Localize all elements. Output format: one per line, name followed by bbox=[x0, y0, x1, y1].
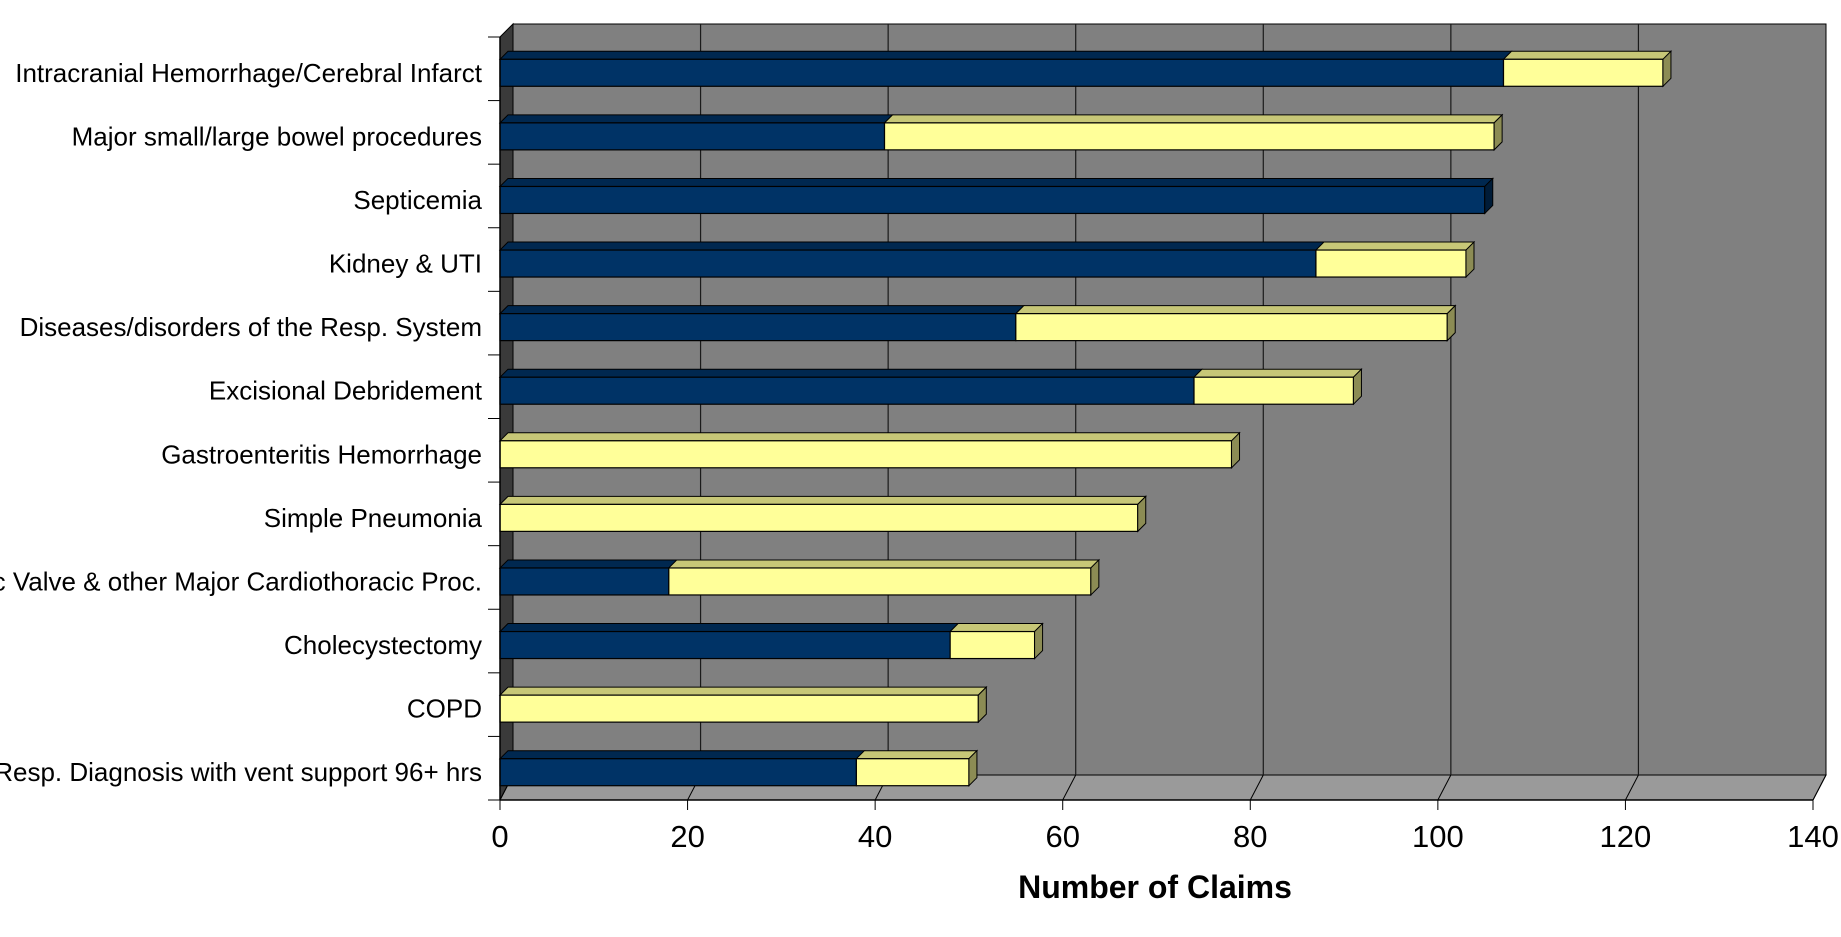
labels: Intracranial Hemorrhage/Cerebral Infarct… bbox=[0, 58, 1839, 854]
bar-top-1-10 bbox=[498, 686, 988, 696]
floor-gridline-80 bbox=[1249, 774, 1264, 801]
bar-end-4 bbox=[1446, 304, 1456, 342]
bar-end-5 bbox=[1352, 368, 1362, 406]
category-label: Diseases/disorders of the Resp. System bbox=[20, 312, 482, 342]
x-axis-title: Number of Claims bbox=[1018, 869, 1292, 905]
bar-top-1-0 bbox=[1502, 50, 1673, 60]
category-label: Cardiac Valve & other Major Cardiothorac… bbox=[0, 566, 482, 596]
bar-top-1-8 bbox=[667, 559, 1101, 569]
bar-series1-1 bbox=[499, 122, 886, 151]
bar-top-0-5 bbox=[498, 368, 1204, 378]
x-tick-label: 100 bbox=[1412, 819, 1464, 854]
axes bbox=[488, 36, 1814, 810]
bar-top-1-6 bbox=[498, 432, 1241, 442]
bar-end-11 bbox=[968, 749, 978, 787]
bar-top-1-7 bbox=[498, 495, 1147, 505]
category-label: Septicemia bbox=[353, 185, 482, 215]
bars bbox=[498, 50, 1673, 787]
floor-gridline-60 bbox=[1062, 774, 1077, 801]
bar-series1-4 bbox=[499, 313, 1017, 342]
category-label: Major small/large bowel procedures bbox=[72, 121, 482, 151]
bar-series1-11 bbox=[499, 758, 857, 787]
floor-gridline-140 bbox=[1812, 774, 1827, 801]
bar-series2-1 bbox=[883, 122, 1495, 151]
bar-series2-3 bbox=[1315, 249, 1467, 278]
x-tick-label: 20 bbox=[670, 819, 704, 854]
bar-series1-8 bbox=[499, 567, 670, 596]
x-tick-label: 40 bbox=[858, 819, 892, 854]
bar-end-0 bbox=[1662, 50, 1672, 88]
category-label: COPD bbox=[407, 694, 482, 724]
bar-end-10 bbox=[977, 685, 987, 724]
category-label: Resp. Diagnosis with vent support 96+ hr… bbox=[0, 757, 482, 787]
bar-series1-5 bbox=[499, 376, 1195, 405]
bar-top-1-3 bbox=[1314, 241, 1476, 251]
floor-gridline-100 bbox=[1437, 774, 1452, 801]
bar-series2-4 bbox=[1015, 313, 1448, 342]
category-label: Excisional Debridement bbox=[209, 376, 483, 406]
x-tick-label: 80 bbox=[1233, 819, 1267, 854]
category-label: Cholecystectomy bbox=[284, 630, 482, 660]
bar-end-2 bbox=[1484, 177, 1494, 215]
bar-end-6 bbox=[1231, 431, 1241, 469]
bar-series1-3 bbox=[499, 249, 1317, 278]
bar-top-0-11 bbox=[498, 750, 866, 760]
bar-top-1-9 bbox=[948, 623, 1044, 633]
x-tick-label: 60 bbox=[1045, 819, 1079, 854]
bar-series1-0 bbox=[499, 58, 1505, 87]
category-label: Gastroenteritis Hemorrhage bbox=[161, 439, 482, 469]
bar-end-9 bbox=[1034, 622, 1044, 660]
bar-end-8 bbox=[1090, 558, 1100, 597]
bar-top-0-1 bbox=[498, 114, 894, 124]
bar-top-0-4 bbox=[498, 305, 1026, 315]
bar-top-0-9 bbox=[498, 623, 960, 633]
bar-series2-8 bbox=[668, 567, 1092, 596]
bar-series2-7 bbox=[499, 503, 1139, 532]
bar-series2-6 bbox=[499, 440, 1233, 469]
floor-gridline-120 bbox=[1624, 774, 1639, 801]
bar-series2-10 bbox=[499, 694, 979, 723]
bar-top-0-0 bbox=[498, 50, 1513, 60]
bar-end-3 bbox=[1465, 240, 1475, 279]
category-label: Simple Pneumonia bbox=[264, 503, 483, 533]
bar-series2-9 bbox=[949, 630, 1036, 660]
bar-series2-0 bbox=[1502, 58, 1664, 87]
x-tick-label: 120 bbox=[1600, 819, 1652, 854]
bar-top-0-3 bbox=[498, 241, 1326, 251]
bar-top-1-1 bbox=[883, 114, 1504, 124]
x-tick-label: 0 bbox=[491, 819, 508, 854]
bar-series2-11 bbox=[855, 758, 970, 787]
bar-top-0-8 bbox=[498, 559, 679, 569]
bar-series1-9 bbox=[499, 630, 951, 660]
x-tick-label: 140 bbox=[1787, 819, 1839, 854]
bar-series2-5 bbox=[1193, 376, 1355, 405]
bar-top-1-5 bbox=[1192, 368, 1363, 378]
bar-series1-2 bbox=[499, 185, 1486, 215]
bar-top-1-11 bbox=[855, 750, 979, 760]
bar-end-7 bbox=[1137, 495, 1147, 533]
bar-top-0-2 bbox=[498, 177, 1494, 187]
category-label: Intracranial Hemorrhage/Cerebral Infarct bbox=[15, 58, 483, 88]
category-label: Kidney & UTI bbox=[329, 249, 482, 279]
bar-top-1-4 bbox=[1014, 305, 1457, 315]
bar-end-1 bbox=[1493, 113, 1503, 152]
